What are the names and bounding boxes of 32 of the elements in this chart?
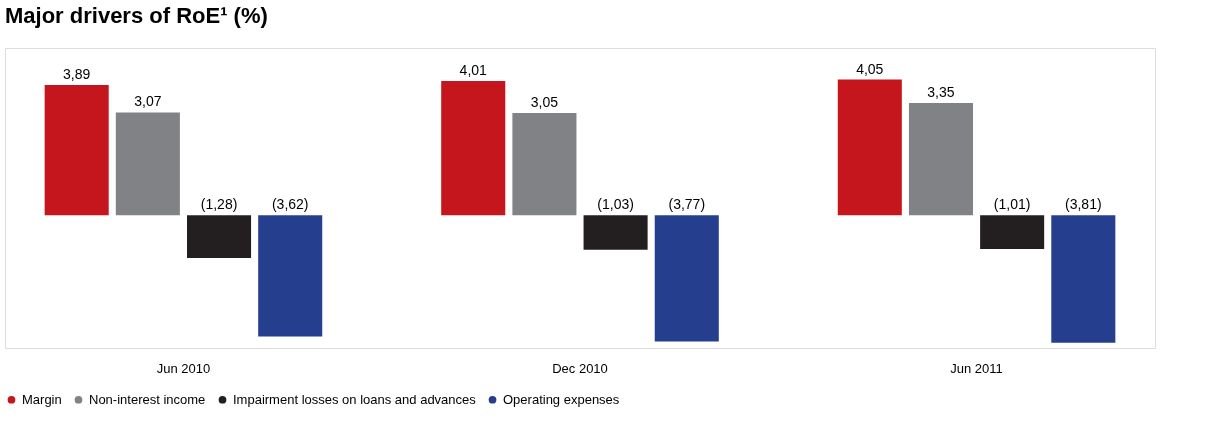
x-tick-label: Jun 2011 <box>950 360 1003 376</box>
bar <box>837 79 902 216</box>
bar <box>583 215 648 250</box>
bar <box>258 215 323 337</box>
bar <box>512 113 577 216</box>
data-label: (3,62) <box>271 196 309 213</box>
data-label: 3,07 <box>134 93 162 110</box>
legend-label: Margin <box>22 391 62 407</box>
data-label: 4,05 <box>856 60 884 77</box>
bar <box>654 215 719 342</box>
bar <box>1051 215 1116 343</box>
data-label: (1,28) <box>200 196 238 213</box>
bar <box>187 215 252 259</box>
data-label: (3,77) <box>668 196 706 213</box>
data-label: 4,01 <box>459 61 488 78</box>
chart-title: Major drivers of RoE¹ (%) <box>5 3 268 28</box>
bar <box>441 80 506 216</box>
data-label: 3,05 <box>530 94 559 111</box>
x-tick-label: Jun 2010 <box>156 360 211 376</box>
bar <box>980 215 1045 249</box>
legend-label: Impairment losses on loans and advances <box>233 391 477 407</box>
data-label: 3,35 <box>927 84 955 101</box>
legend-label: Non-interest income <box>89 391 206 407</box>
data-label: (1,03) <box>597 196 634 213</box>
data-label: (3,81) <box>1065 196 1102 213</box>
bar <box>44 84 109 216</box>
x-tick-label: Dec 2010 <box>552 360 608 376</box>
legend-label: Operating expenses <box>503 391 620 407</box>
data-label: 3,89 <box>63 65 91 82</box>
bar <box>115 112 180 216</box>
data-label: (1,01) <box>993 196 1031 213</box>
bar <box>908 103 973 216</box>
